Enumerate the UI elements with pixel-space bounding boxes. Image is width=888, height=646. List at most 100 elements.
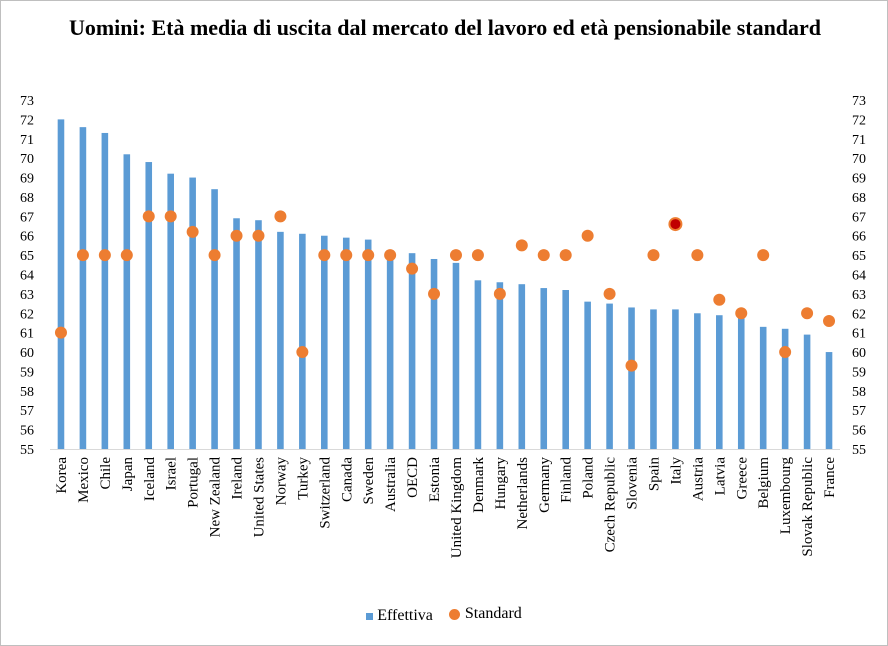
dot-portugal [186,225,199,238]
dot-norway [274,210,287,223]
x-tick-label: Norway [273,457,289,506]
bar-spain [650,309,657,449]
bar-canada [342,237,350,449]
x-tick-label: Italy [668,457,684,485]
y-tick-label-left: 55 [20,443,34,458]
y-tick-label-left: 73 [20,94,34,109]
x-tick-label: Korea [54,457,70,494]
bar-korea [57,119,65,449]
dot-france [823,315,836,328]
chart-title: Uomini: Età media di uscita dal mercato … [68,15,822,40]
x-tick-label: Slovak Republic [800,457,816,557]
y-tick-label-right: 69 [852,172,866,187]
bar-netherlands [518,284,526,449]
dot-greece [735,307,748,320]
bar-austria [694,313,701,449]
bar-portugal [189,177,196,450]
dot-netherlands [515,239,528,252]
dot-slovenia [625,359,638,372]
legend-item-effettiva: Effettiva [366,607,433,625]
x-tick-label: Iceland [142,457,158,502]
dot-israel [164,210,177,223]
bar-slovak-republic [803,334,811,449]
bar-ireland [233,218,240,449]
x-tick-label: Portugal [186,457,202,508]
dot-turkey [296,346,309,359]
y-tick-label-right: 67 [852,210,866,225]
x-tick-label: Austria [690,457,706,502]
bar-estonia [430,258,438,449]
x-tick-label: Denmark [471,457,487,513]
y-tick-label-left: 64 [20,269,34,284]
dot-korea [54,326,67,339]
bar-turkey [299,233,306,449]
dot-united-states [252,229,265,242]
x-tick-label: Finland [559,457,575,503]
legend-item-standard: Standard [448,605,522,623]
x-tick-label: Czech Republic [603,457,619,553]
bar-united-states [255,220,262,449]
legend-label-standard: Standard [464,605,522,622]
dot-sweden [362,249,375,262]
dot-spain [647,249,660,262]
y-tick-label-right: 55 [852,443,866,458]
y-tick-label-right: 59 [852,365,866,380]
x-tick-label: Chile [98,457,114,490]
y-tick-label-left: 62 [20,307,34,322]
dot-estonia [428,287,441,300]
y-tick-label-left: 58 [20,385,34,400]
x-tick-label: Turkey [295,457,311,500]
bar-finland [562,290,569,449]
bar-norway [277,231,284,449]
dot-denmark [471,249,484,262]
bar-czech-republic [606,303,613,449]
legend-dot-swatch [448,608,460,620]
bar-luxembourg [781,328,789,449]
bar-germany [540,288,548,449]
y-tick-label-right: 66 [852,230,866,245]
dot-belgium [757,249,770,262]
x-tick-label: Spain [646,457,662,492]
y-tick-label-left: 56 [20,424,34,439]
x-tick-label: Slovenia [625,457,641,510]
x-tick-label: Ireland [230,457,246,500]
dot-switzerland [318,249,331,262]
dot-poland [581,229,594,242]
y-tick-label-left: 66 [20,230,34,245]
y-tick-label-left: 65 [20,249,34,264]
bar-united-kingdom [452,262,460,449]
y-tick-label-right: 70 [852,152,866,167]
y-tick-label-right: 64 [852,269,866,284]
dot-germany [537,249,550,262]
x-tick-label: New Zealand [208,457,224,538]
bar-mexico [79,127,87,450]
x-tick-label: Belgium [756,457,772,509]
bar-chile [101,132,109,449]
y-tick-label-left: 70 [20,152,34,167]
bar-israel [167,173,174,449]
dot-united-kingdom [449,249,462,262]
x-tick-label: Sweden [361,457,377,505]
y-tick-label-right: 68 [852,191,866,206]
x-tick-label: Latvia [712,457,728,496]
y-tick-label-right: 61 [852,327,866,342]
bar-hungary [496,282,504,449]
y-tick-label-left: 72 [20,113,34,128]
y-tick-label-left: 68 [20,191,34,206]
bar-poland [584,301,591,449]
bar-denmark [474,280,482,449]
bar-greece [737,315,745,449]
x-tick-label: Canada [339,457,355,502]
bar-slovenia [628,307,635,449]
bar-oecd [408,253,416,449]
x-tick-label: OECD [405,457,421,498]
x-tick-label: France [822,457,838,498]
y-tick-label-right: 65 [852,249,866,264]
y-tick-label-left: 60 [20,346,34,361]
y-tick-label-left: 61 [20,327,34,342]
x-tick-label: Hungary [493,457,509,510]
dot-austria [691,249,704,262]
legend-label-effettiva: Effettiva [377,607,433,624]
x-tick-label: Germany [537,457,553,513]
dot-czech-republic [603,287,616,300]
